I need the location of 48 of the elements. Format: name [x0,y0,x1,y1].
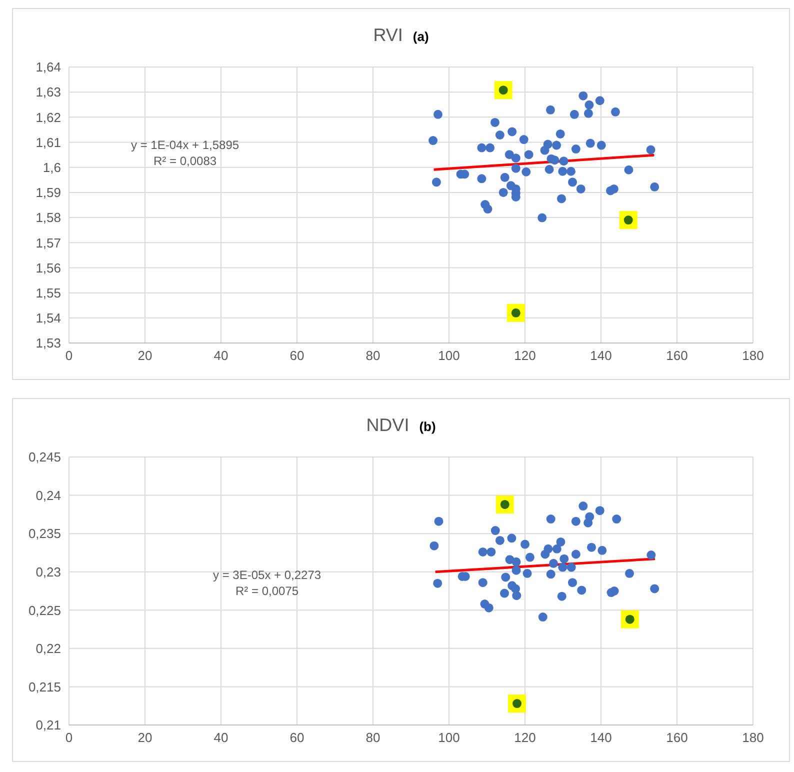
chart-title: RVI [373,25,403,45]
y-tick-label: 0,215 [28,679,61,694]
x-tick-label: 120 [514,348,536,364]
x-tick-label: 60 [290,730,304,746]
y-tick-label: 0,225 [28,602,61,618]
x-tick-label: 0 [65,348,73,364]
x-tick-label: 0 [65,730,73,746]
annotation: R² = 0,0083 [152,153,218,169]
y-tick-label: 1,53 [36,336,61,351]
y-tick-label: 0,245 [28,450,61,465]
x-tick-label: 60 [290,348,304,364]
y-tick-label: 1,6 [42,160,61,175]
x-tick-label: 140 [590,348,612,364]
y-tick-label: 1,55 [36,285,61,300]
x-tick-label: 160 [666,348,688,364]
x-tick-label: 140 [590,730,612,746]
x-tick-label: 80 [366,730,380,746]
y-tick-label: 1,64 [36,60,61,75]
y-tick-label: 1,54 [36,310,61,326]
x-tick-label: 100 [438,730,460,746]
y-tick-label: 1,56 [36,260,61,276]
annotation: R² = 0,0075 [234,583,300,599]
x-tick-label: 100 [438,348,460,364]
y-tick-label: 1,62 [36,110,61,125]
annotation: y = 3E-05x + 0,2273 [213,567,322,583]
x-tick-label: 120 [514,730,536,746]
x-tick-label: 20 [138,730,152,746]
y-tick-label: 0,24 [36,488,61,503]
annotation: y = 1E-04x + 1,5895 [131,137,240,153]
x-tick-label: 40 [214,348,228,364]
y-tick-label: 1,61 [36,134,61,150]
x-tick-label: 80 [366,348,380,364]
y-tick-label: 1,59 [36,185,61,200]
chart-title: NDVI [366,415,410,435]
x-tick-label: 180 [742,730,764,746]
chart-subtitle: (b) [419,419,436,434]
x-tick-label: 40 [214,730,228,746]
chart-subtitle: (a) [412,29,429,44]
y-tick-label: 0,21 [36,718,61,733]
y-tick-label: 0,22 [36,641,61,656]
x-tick-label: 160 [666,730,688,746]
y-tick-label: 1,58 [36,210,61,226]
x-tick-label: 180 [742,348,764,364]
x-tick-label: 20 [138,348,152,364]
y-tick-label: 1,63 [36,84,61,100]
y-tick-label: 1,57 [36,235,61,250]
y-tick-label: 0,23 [36,564,61,580]
y-tick-label: 0,235 [28,526,61,542]
